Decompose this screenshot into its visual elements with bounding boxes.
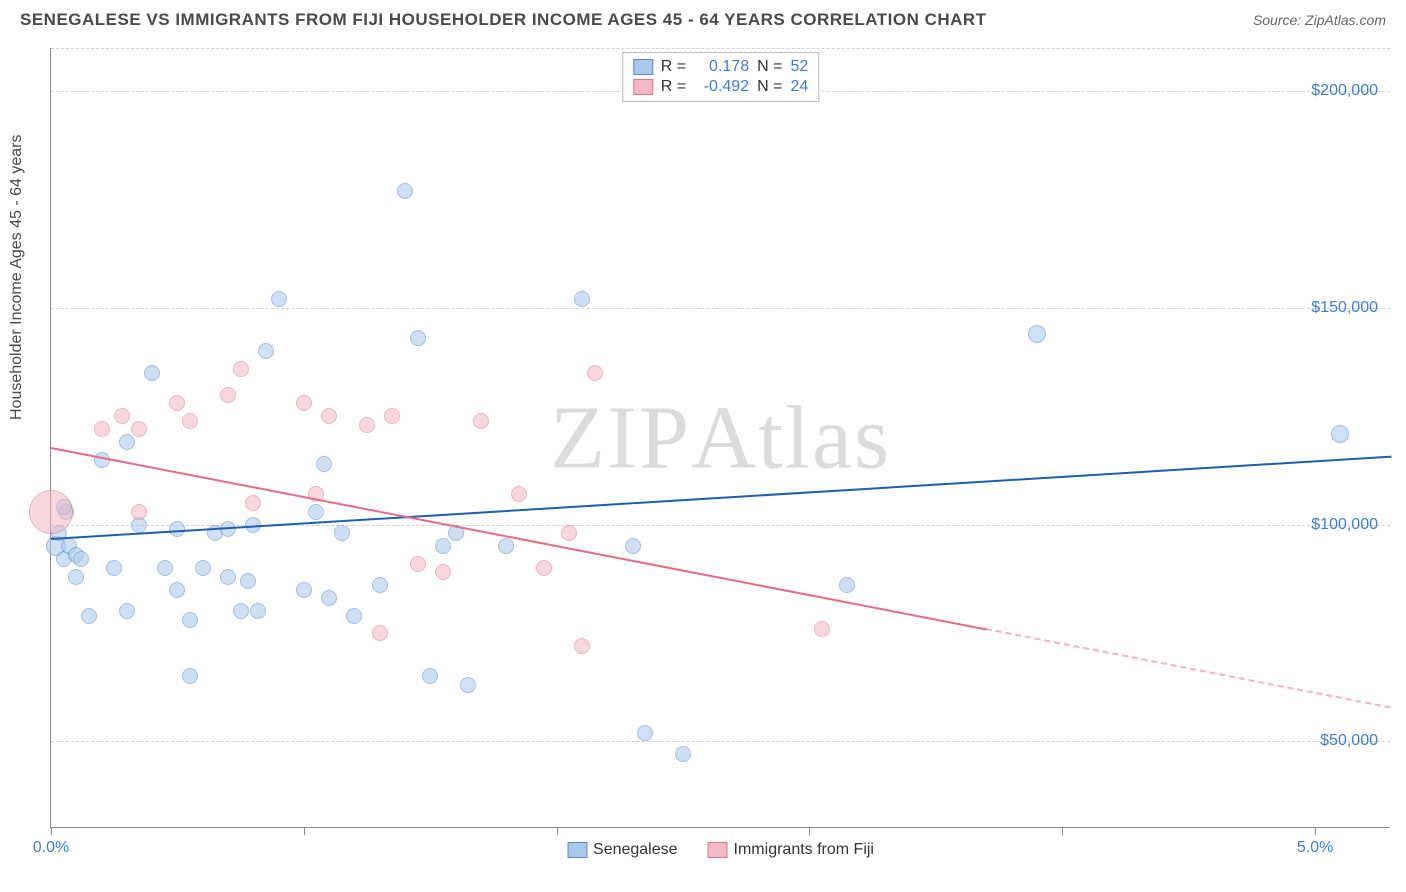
swatch-fiji xyxy=(633,79,653,95)
y-axis-label: Householder Income Ages 45 - 64 years xyxy=(8,135,26,421)
data-point xyxy=(574,638,590,654)
data-point xyxy=(119,603,135,619)
data-point xyxy=(384,408,400,424)
data-point xyxy=(68,569,84,585)
data-point xyxy=(106,560,122,576)
trend-line xyxy=(986,628,1391,708)
data-point xyxy=(625,538,641,554)
x-tick xyxy=(809,827,810,835)
data-point xyxy=(258,343,274,359)
y-tick-label: $200,000 xyxy=(1311,82,1378,100)
data-point xyxy=(675,746,691,762)
data-point xyxy=(250,603,266,619)
data-point xyxy=(182,612,198,628)
gridline xyxy=(51,48,1390,49)
data-point xyxy=(169,395,185,411)
data-point xyxy=(245,495,261,511)
data-point xyxy=(29,490,73,534)
data-point xyxy=(410,330,426,346)
data-point xyxy=(182,413,198,429)
data-point xyxy=(233,603,249,619)
chart-source: Source: ZipAtlas.com xyxy=(1253,12,1386,28)
x-tick xyxy=(557,827,558,835)
data-point xyxy=(435,564,451,580)
y-tick-label: $100,000 xyxy=(1311,516,1378,534)
data-point xyxy=(131,504,147,520)
x-tick-label: 0.0% xyxy=(33,839,69,857)
data-point xyxy=(296,395,312,411)
data-point xyxy=(334,525,350,541)
data-point xyxy=(561,525,577,541)
series-legend: Senegalese Immigrants from Fiji xyxy=(567,841,874,859)
data-point xyxy=(94,421,110,437)
data-point xyxy=(316,456,332,472)
data-point xyxy=(397,183,413,199)
x-tick-label: 5.0% xyxy=(1297,839,1333,857)
data-point xyxy=(410,556,426,572)
data-point xyxy=(1028,325,1046,343)
data-point xyxy=(1331,425,1349,443)
data-point xyxy=(240,573,256,589)
x-tick xyxy=(1062,827,1063,835)
data-point xyxy=(637,725,653,741)
data-point xyxy=(296,582,312,598)
legend-item-fiji: Immigrants from Fiji xyxy=(708,841,874,859)
data-point xyxy=(321,408,337,424)
swatch-fiji-bottom xyxy=(708,842,728,858)
data-point xyxy=(372,625,388,641)
plot-surface: $50,000$100,000$150,000$200,0000.0%5.0% xyxy=(51,48,1390,827)
data-point xyxy=(271,291,287,307)
data-point xyxy=(511,486,527,502)
data-point xyxy=(233,361,249,377)
data-point xyxy=(119,434,135,450)
data-point xyxy=(359,417,375,433)
data-point xyxy=(460,677,476,693)
data-point xyxy=(220,569,236,585)
data-point xyxy=(169,582,185,598)
data-point xyxy=(435,538,451,554)
data-point xyxy=(321,590,337,606)
data-point xyxy=(114,408,130,424)
data-point xyxy=(308,504,324,520)
x-tick xyxy=(304,827,305,835)
data-point xyxy=(131,421,147,437)
data-point xyxy=(144,365,160,381)
legend-row-senegalese: R = 0.178 N = 52 xyxy=(633,57,808,77)
data-point xyxy=(422,668,438,684)
legend-row-fiji: R = -0.492 N = 24 xyxy=(633,77,808,97)
swatch-senegalese xyxy=(633,59,653,75)
x-tick xyxy=(1315,827,1316,835)
data-point xyxy=(839,577,855,593)
data-point xyxy=(372,577,388,593)
chart-plot-area: ZIPAtlas R = 0.178 N = 52 R = -0.492 N =… xyxy=(50,48,1390,828)
data-point xyxy=(814,621,830,637)
data-point xyxy=(574,291,590,307)
data-point xyxy=(498,538,514,554)
data-point xyxy=(587,365,603,381)
gridline xyxy=(51,741,1390,742)
gridline xyxy=(51,308,1390,309)
data-point xyxy=(73,551,89,567)
y-tick-label: $50,000 xyxy=(1320,732,1378,750)
data-point xyxy=(195,560,211,576)
data-point xyxy=(220,387,236,403)
trend-line xyxy=(51,447,987,630)
chart-title: SENEGALESE VS IMMIGRANTS FROM FIJI HOUSE… xyxy=(20,10,987,30)
y-tick-label: $150,000 xyxy=(1311,299,1378,317)
swatch-senegalese-bottom xyxy=(567,842,587,858)
data-point xyxy=(346,608,362,624)
data-point xyxy=(473,413,489,429)
data-point xyxy=(536,560,552,576)
data-point xyxy=(157,560,173,576)
x-tick xyxy=(51,827,52,835)
data-point xyxy=(81,608,97,624)
legend-item-senegalese: Senegalese xyxy=(567,841,678,859)
data-point xyxy=(182,668,198,684)
correlation-legend: R = 0.178 N = 52 R = -0.492 N = 24 xyxy=(622,52,819,102)
